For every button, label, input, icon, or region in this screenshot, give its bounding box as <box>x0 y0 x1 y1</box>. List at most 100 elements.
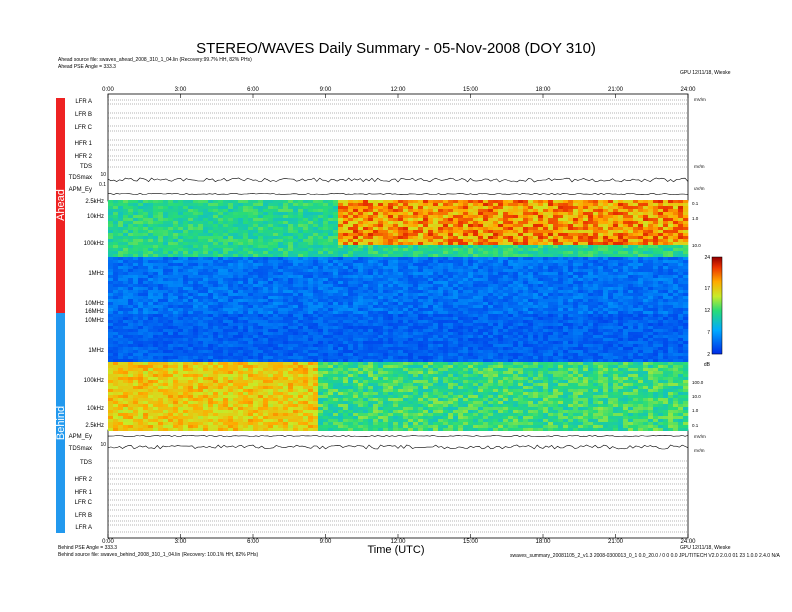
heatmap-cell <box>273 323 279 326</box>
heatmap-cell <box>113 206 119 209</box>
heatmap-cell <box>563 284 569 287</box>
heatmap-cell <box>228 269 234 272</box>
heatmap-cell <box>348 212 354 215</box>
heatmap-cell <box>323 257 329 260</box>
heatmap-cell <box>193 236 199 239</box>
heatmap-cell <box>308 206 314 209</box>
heatmap-cell <box>448 302 454 305</box>
heatmap-cell <box>178 209 184 212</box>
heatmap-cell <box>683 218 689 221</box>
heatmap-cell <box>383 269 389 272</box>
heatmap-cell <box>523 242 529 245</box>
heatmap-cell <box>588 203 594 206</box>
heatmap-cell <box>263 242 269 245</box>
heatmap-cell <box>113 311 119 314</box>
heatmap-cell <box>463 248 469 251</box>
heatmap-cell <box>313 245 319 248</box>
heatmap-cell <box>313 302 319 305</box>
heatmap-cell <box>358 314 364 317</box>
heatmap-cell <box>338 272 344 275</box>
heatmap-cell <box>398 290 404 293</box>
heatmap-cell <box>483 299 489 302</box>
heatmap-cell <box>238 230 244 233</box>
heatmap-cell <box>403 245 409 248</box>
heatmap-cell <box>493 269 499 272</box>
heatmap-cell <box>448 287 454 290</box>
heatmap-cell <box>388 209 394 212</box>
heatmap-cell <box>538 281 544 284</box>
heatmap-cell <box>398 281 404 284</box>
heatmap-cell <box>513 302 519 305</box>
heatmap-cell <box>628 218 634 221</box>
heatmap-cell <box>268 275 274 278</box>
heatmap-cell <box>223 266 229 269</box>
heatmap-cell <box>448 206 454 209</box>
heatmap-cell <box>203 206 209 209</box>
heatmap-cell <box>648 224 654 227</box>
heatmap-cell <box>498 266 504 269</box>
heatmap-cell <box>248 218 254 221</box>
heatmap-cell <box>238 248 244 251</box>
heatmap-cell <box>283 296 289 299</box>
heatmap-cell <box>208 212 214 215</box>
heatmap-cell <box>338 248 344 251</box>
heatmap-cell <box>653 218 659 221</box>
heatmap-cell <box>153 257 159 260</box>
heatmap-cell <box>478 281 484 284</box>
heatmap-cell <box>673 314 679 317</box>
heatmap-cell <box>248 320 254 323</box>
heatmap-cell <box>498 278 504 281</box>
heatmap-cell <box>188 263 194 266</box>
heatmap-cell <box>668 218 674 221</box>
heatmap-cell <box>628 284 634 287</box>
heatmap-cell <box>413 215 419 218</box>
heatmap-cell <box>433 230 439 233</box>
heatmap-cell <box>493 209 499 212</box>
heatmap-cell <box>238 206 244 209</box>
heatmap-cell <box>323 266 329 269</box>
heatmap-cell <box>658 263 664 266</box>
heatmap-cell <box>563 206 569 209</box>
heatmap-cell <box>503 239 509 242</box>
heatmap-cell <box>508 305 514 308</box>
heatmap-cell <box>223 305 229 308</box>
heatmap-cell <box>423 314 429 317</box>
heatmap-cell <box>138 326 144 329</box>
heatmap-cell <box>623 302 629 305</box>
heatmap-cell <box>403 281 409 284</box>
heatmap-cell <box>338 257 344 260</box>
heatmap-cell <box>403 296 409 299</box>
heatmap-cell <box>283 275 289 278</box>
heatmap-cell <box>163 311 169 314</box>
heatmap-cell <box>213 323 219 326</box>
heatmap-cell <box>133 248 139 251</box>
heatmap-cell <box>203 278 209 281</box>
heatmap-cell <box>353 275 359 278</box>
heatmap-cell <box>228 209 234 212</box>
heatmap-cell <box>138 227 144 230</box>
heatmap-cell <box>553 296 559 299</box>
heatmap-cell <box>443 323 449 326</box>
heatmap-cell <box>663 299 669 302</box>
heatmap-cell <box>323 305 329 308</box>
heatmap-cell <box>458 200 464 203</box>
heatmap-cell <box>593 233 599 236</box>
heatmap-cell <box>318 290 324 293</box>
heatmap-cell <box>258 296 264 299</box>
heatmap-cell <box>488 260 494 263</box>
heatmap-cell <box>493 239 499 242</box>
heatmap-cell <box>288 293 294 296</box>
heatmap-cell <box>308 218 314 221</box>
heatmap-cell <box>623 200 629 203</box>
heatmap-cell <box>418 287 424 290</box>
heatmap-cell <box>383 299 389 302</box>
heatmap-cell <box>148 239 154 242</box>
behind-bar <box>56 313 65 533</box>
heatmap-cell <box>243 206 249 209</box>
heatmap-cell <box>283 323 289 326</box>
heatmap-cell <box>548 215 554 218</box>
heatmap-cell <box>428 308 434 311</box>
heatmap-cell <box>148 326 154 329</box>
heatmap-cell <box>168 272 174 275</box>
heatmap-cell <box>183 221 189 224</box>
